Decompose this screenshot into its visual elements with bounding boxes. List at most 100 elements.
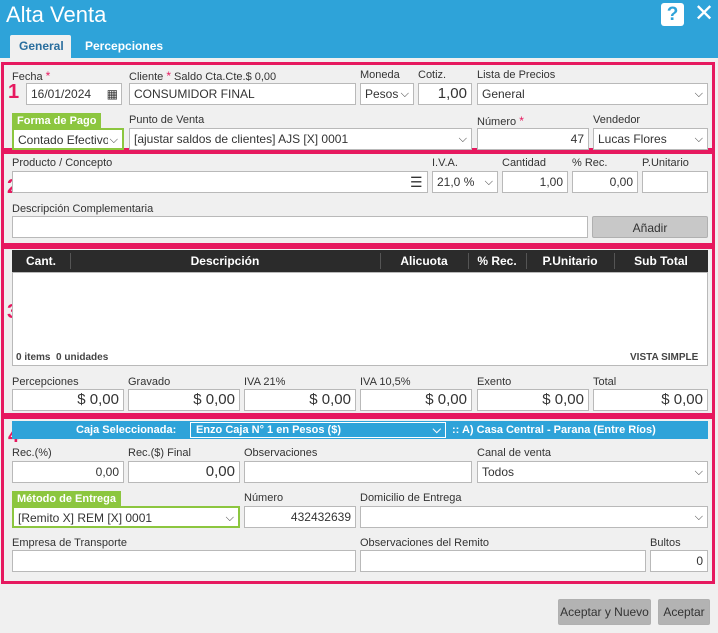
rec-final-label: Rec.($) Final bbox=[128, 447, 191, 459]
chevron-down-icon: ⌵ bbox=[694, 88, 703, 100]
producto-label: Producto / Concepto bbox=[12, 157, 113, 169]
rec-label: % Rec. bbox=[572, 157, 608, 169]
producto-input[interactable] bbox=[12, 171, 428, 193]
punitario-input[interactable] bbox=[642, 171, 708, 193]
caja-select[interactable]: Enzo Caja N° 1 en Pesos ($) ⌵ bbox=[190, 422, 446, 438]
col-alicuota[interactable]: Alicuota bbox=[400, 254, 448, 268]
vista-simple-link[interactable]: VISTA SIMPLE bbox=[630, 352, 699, 363]
fecha-input[interactable]: 16/01/2024 ▦ bbox=[26, 83, 122, 105]
section-4 bbox=[1, 416, 715, 584]
canal-venta-label: Canal de venta bbox=[477, 447, 551, 459]
tab-percepciones[interactable]: Percepciones bbox=[85, 39, 164, 53]
cantidad-input[interactable]: 1,00 bbox=[502, 171, 568, 193]
forma-pago-select[interactable]: Contado Efectivo ⌵ bbox=[12, 128, 124, 150]
cliente-input[interactable]: CONSUMIDOR FINAL bbox=[129, 83, 356, 105]
section-3 bbox=[1, 246, 715, 416]
domicilio-label: Domicilio de Entrega bbox=[360, 492, 462, 504]
col-rec[interactable]: % Rec. bbox=[477, 254, 517, 268]
chevron-down-icon: ⌵ bbox=[694, 466, 703, 478]
metodo-entrega-label: Método de Entrega bbox=[12, 491, 122, 507]
tab-general[interactable]: General bbox=[10, 35, 71, 58]
observaciones-input[interactable] bbox=[244, 461, 472, 483]
punto-venta-select[interactable]: [ajustar saldos de clientes] AJS [X] 000… bbox=[129, 128, 472, 150]
chevron-down-icon: ⌵ bbox=[484, 176, 493, 188]
bultos-input[interactable]: 0 bbox=[650, 550, 708, 572]
desc-comp-input[interactable] bbox=[12, 216, 588, 238]
saldo-label: Saldo Cta.Cte.$ 0,00 bbox=[174, 71, 277, 83]
calendar-icon[interactable]: ▦ bbox=[106, 87, 118, 101]
col-subtotal[interactable]: Sub Total bbox=[634, 254, 688, 268]
items-grid-body[interactable] bbox=[12, 272, 708, 366]
percepciones-label: Percepciones bbox=[12, 376, 79, 388]
chevron-down-icon: ⌵ bbox=[107, 130, 118, 148]
vendedor-label: Vendedor bbox=[593, 114, 641, 126]
items-grid-header: Cant. Descripción Alicuota % Rec. P.Unit… bbox=[12, 250, 708, 272]
section-2 bbox=[1, 151, 715, 246]
rec-final-input[interactable]: 0,00 bbox=[128, 461, 240, 483]
grid-footer-items: 0 items 0 unidades bbox=[16, 352, 109, 363]
aceptar-button[interactable]: Aceptar bbox=[658, 599, 710, 625]
exento-label: Exento bbox=[477, 376, 512, 388]
col-separator bbox=[614, 253, 615, 269]
iva-label: I.V.A. bbox=[432, 157, 458, 169]
fecha-label: Fecha * bbox=[12, 69, 51, 83]
filter-icon[interactable]: ☰ bbox=[410, 174, 423, 190]
lista-precios-label: Lista de Precios bbox=[477, 69, 556, 81]
moneda-select[interactable]: Pesos ⌵ bbox=[360, 83, 414, 105]
empresa-transporte-label: Empresa de Transporte bbox=[12, 537, 127, 549]
numero-input[interactable]: 47 bbox=[477, 128, 589, 150]
exento-value: $ 0,00 bbox=[477, 389, 589, 411]
col-descripcion[interactable]: Descripción bbox=[190, 254, 260, 268]
metodo-entrega-select[interactable]: [Remito X] REM [X] 0001 ⌵ bbox=[12, 506, 240, 528]
col-separator bbox=[468, 253, 469, 269]
aceptar-y-nuevo-button[interactable]: Aceptar y Nuevo bbox=[558, 599, 651, 625]
empresa-transporte-input[interactable] bbox=[12, 550, 356, 572]
iva21-value: $ 0,00 bbox=[244, 389, 356, 411]
help-button[interactable]: ? bbox=[661, 3, 684, 26]
iva105-value: $ 0,00 bbox=[360, 389, 472, 411]
anadir-button[interactable]: Añadir bbox=[592, 216, 708, 238]
cotiz-label: Cotiz. bbox=[418, 69, 447, 81]
cantidad-label: Cantidad bbox=[502, 157, 547, 169]
rec-input[interactable]: 0,00 bbox=[572, 171, 638, 193]
gravado-label: Gravado bbox=[128, 376, 171, 388]
chevron-down-icon: ⌵ bbox=[694, 511, 703, 523]
col-cant[interactable]: Cant. bbox=[26, 254, 56, 268]
close-icon[interactable]: ✕ bbox=[693, 0, 715, 27]
title-bar: Alta Venta ? ✕ General Percepciones bbox=[0, 0, 718, 58]
obs-remito-label: Observaciones del Remito bbox=[360, 537, 490, 549]
cotiz-input[interactable]: 1,00 bbox=[418, 83, 472, 105]
col-punitario[interactable]: P.Unitario bbox=[542, 254, 598, 268]
chevron-down-icon: ⌵ bbox=[432, 424, 441, 436]
observaciones-label: Observaciones bbox=[244, 447, 318, 459]
moneda-label: Moneda bbox=[360, 69, 400, 81]
rec-pct-input[interactable]: 0,00 bbox=[12, 461, 124, 483]
total-value: $ 0,00 bbox=[593, 389, 708, 411]
lista-precios-select[interactable]: General ⌵ bbox=[477, 83, 708, 105]
obs-remito-input[interactable] bbox=[360, 550, 646, 572]
iva-select[interactable]: 21,0 % ⌵ bbox=[432, 171, 498, 193]
chevron-down-icon: ⌵ bbox=[694, 133, 703, 145]
numero-label: Número * bbox=[477, 114, 524, 128]
total-label: Total bbox=[593, 376, 617, 388]
cliente-label: Cliente * Saldo Cta.Cte.$ 0,00 bbox=[129, 69, 277, 83]
rec-pct-label: Rec.(%) bbox=[12, 447, 52, 459]
bultos-label: Bultos bbox=[650, 537, 681, 549]
vendedor-select[interactable]: Lucas Flores ⌵ bbox=[593, 128, 708, 150]
caja-label: Caja Seleccionada: bbox=[76, 424, 177, 436]
gravado-value: $ 0,00 bbox=[128, 389, 240, 411]
chevron-down-icon: ⌵ bbox=[400, 88, 409, 100]
numero-remito-label: Número bbox=[244, 492, 284, 504]
domicilio-select[interactable]: ⌵ bbox=[360, 506, 708, 528]
canal-venta-select[interactable]: Todos ⌵ bbox=[477, 461, 708, 483]
chevron-down-icon: ⌵ bbox=[225, 512, 234, 524]
numero-remito-input[interactable]: 432432639 bbox=[244, 506, 356, 528]
desc-comp-label: Descripción Complementaria bbox=[12, 203, 154, 215]
window-title: Alta Venta bbox=[6, 2, 107, 27]
forma-pago-label: Forma de Pago bbox=[12, 113, 102, 129]
col-separator bbox=[380, 253, 381, 269]
chevron-down-icon: ⌵ bbox=[458, 133, 467, 145]
col-separator bbox=[526, 253, 527, 269]
punitario-label: P.Unitario bbox=[642, 157, 689, 169]
iva21-label: IVA 21% bbox=[244, 376, 286, 388]
